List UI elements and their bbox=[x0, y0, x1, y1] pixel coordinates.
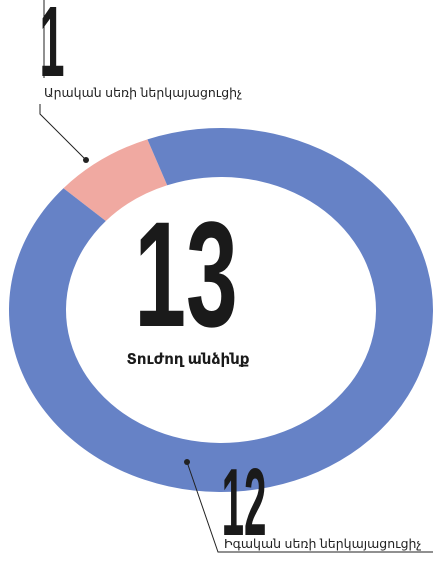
leader bbox=[186, 461, 433, 553]
center-total: 13 bbox=[134, 191, 237, 358]
center-label: Տուժող անձինք bbox=[127, 351, 250, 368]
leader-dot bbox=[83, 157, 89, 163]
slices bbox=[9, 128, 433, 493]
leader-dot bbox=[184, 459, 190, 465]
slice bbox=[63, 139, 168, 222]
value-label: 1 bbox=[39, 0, 64, 98]
category-label: Արական սեռի ներկայացուցիչ bbox=[44, 86, 242, 100]
value-label: 12 bbox=[222, 448, 267, 556]
leader bbox=[39, 104, 87, 161]
category-label: Իգական սեռի ներկայացուցիչ bbox=[224, 537, 421, 551]
